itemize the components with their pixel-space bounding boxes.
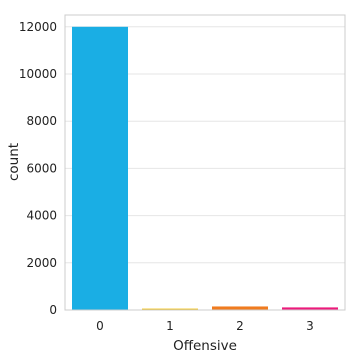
y-tick-label: 4000 — [26, 209, 57, 223]
tick-labels: 0 2000 4000 6000 8000 10000 12000 0 1 2 3 — [19, 20, 314, 333]
x-tick-label: 0 — [96, 319, 104, 333]
y-tick-label: 8000 — [26, 114, 57, 128]
x-axis-label: Offensive — [173, 338, 237, 354]
y-tick-label: 0 — [49, 303, 57, 317]
y-tick-label: 6000 — [26, 161, 57, 175]
bars — [72, 26, 338, 311]
bar-0 — [72, 26, 128, 311]
x-tick-label: 1 — [166, 319, 174, 333]
y-tick-label: 2000 — [26, 256, 57, 270]
x-tick-label: 2 — [236, 319, 244, 333]
y-tick-label: 10000 — [19, 67, 57, 81]
x-tick-label: 3 — [306, 319, 314, 333]
y-axis-label: count — [6, 143, 22, 181]
plot-frame — [64, 14, 346, 311]
bar-3 — [282, 307, 338, 310]
y-tick-label: 12000 — [19, 20, 57, 34]
bar-1 — [142, 308, 198, 310]
bar-2 — [212, 306, 268, 310]
